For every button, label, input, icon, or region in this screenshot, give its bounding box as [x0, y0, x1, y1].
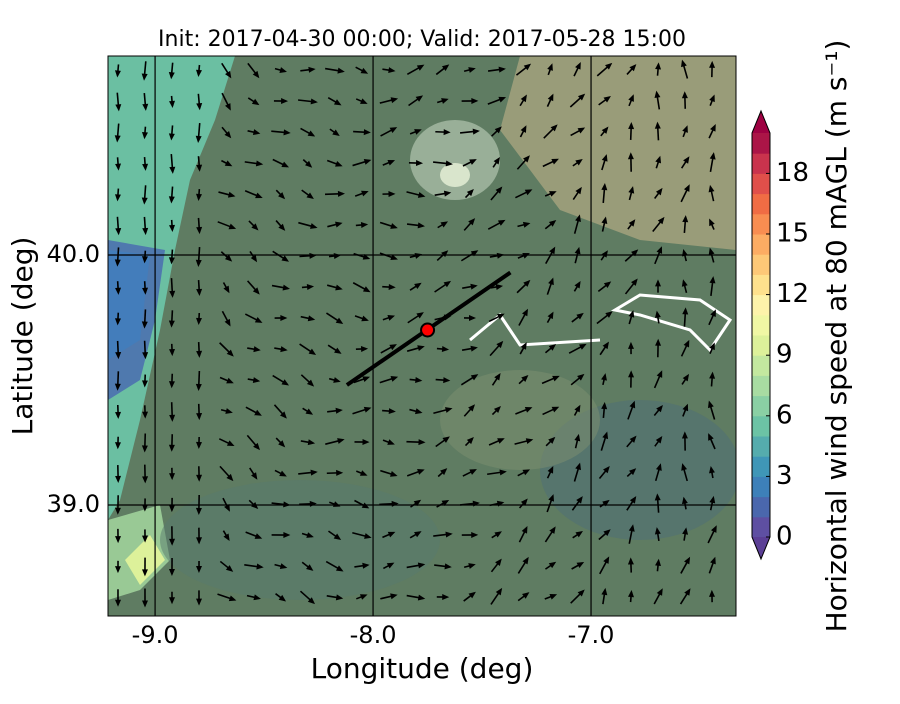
- colorbar-extend-max: [752, 111, 770, 133]
- colorbar-band: [752, 194, 770, 215]
- x-tick-label: -9.0: [132, 621, 179, 649]
- chart-title: Init: 2017-04-30 00:00; Valid: 2017-05-2…: [158, 27, 686, 52]
- colorbar-band: [752, 133, 770, 154]
- colorbar-tick-label: 12: [776, 279, 809, 309]
- colorbar-band: [752, 173, 770, 194]
- colorbar-band: [752, 274, 770, 295]
- colorbar-band: [752, 315, 770, 336]
- colorbar-tick-label: 0: [776, 522, 793, 552]
- colorbar-band: [752, 375, 770, 396]
- colorbar-band: [752, 214, 770, 235]
- colorbar-band: [752, 476, 770, 497]
- colorbar-band: [752, 234, 770, 255]
- field-patch: [410, 120, 500, 200]
- field-patch: [440, 370, 600, 470]
- colorbar-tick-label: 9: [776, 340, 793, 370]
- colorbar-band: [752, 396, 770, 417]
- y-tick-label: 39.0: [47, 490, 100, 518]
- colorbar-band: [752, 497, 770, 518]
- colorbar-tick-label: 3: [776, 461, 793, 491]
- colorbar-extend-min: [752, 537, 770, 559]
- x-tick-label: -7.0: [568, 621, 615, 649]
- x-axis-label: Longitude (deg): [311, 652, 534, 685]
- colorbar-band: [752, 295, 770, 316]
- y-axis-label: Latitude (deg): [6, 237, 39, 436]
- y-tick-label: 40.0: [47, 240, 100, 268]
- colorbar-band: [752, 436, 770, 457]
- colorbar-band: [752, 517, 770, 538]
- colorbar-band: [752, 335, 770, 356]
- colorbar-band: [752, 254, 770, 275]
- colorbar-tick-label: 18: [776, 158, 809, 188]
- colorbar-band: [752, 416, 770, 437]
- field-patch: [160, 480, 440, 600]
- site-marker: [421, 324, 434, 337]
- colorbar-tick-label: 6: [776, 400, 793, 430]
- x-tick-label: -8.0: [350, 621, 397, 649]
- colorbar-band: [752, 456, 770, 477]
- colorbar-band: [752, 153, 770, 174]
- colorbar-label: Horizontal wind speed at 80 mAGL (m s⁻¹): [820, 40, 853, 633]
- field-patch: [440, 163, 470, 187]
- colorbar-band: [752, 355, 770, 376]
- colorbar-tick-label: 15: [776, 219, 809, 249]
